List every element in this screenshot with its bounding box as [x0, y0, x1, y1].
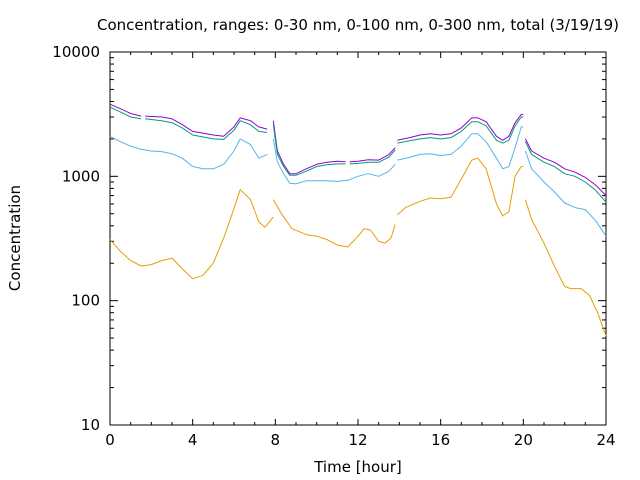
- series-line-segment: [349, 149, 396, 165]
- series-line-segment: [145, 115, 268, 137]
- y-tick-label: 1000: [62, 167, 100, 185]
- x-tick-label: 0: [105, 431, 115, 449]
- series-line-segment: [109, 106, 142, 120]
- series-line-segment: [524, 199, 607, 337]
- series-line-segment: [349, 147, 396, 163]
- series-line-segment: [524, 138, 607, 196]
- series-layer: [109, 103, 607, 337]
- series-line-segment: [145, 118, 268, 140]
- y-tick-label: 10000: [52, 43, 100, 61]
- series-line-segment: [109, 103, 142, 117]
- y-tick-label: 10: [81, 416, 100, 434]
- y-axis-label: Concentration: [6, 185, 24, 291]
- series-line-segment: [397, 113, 524, 141]
- x-tick-label: 16: [431, 431, 450, 449]
- series-line-segment: [109, 189, 274, 280]
- x-tick-label: 4: [188, 431, 198, 449]
- series-4: [109, 157, 607, 337]
- series-1: [109, 103, 607, 196]
- series-line-segment: [397, 116, 524, 144]
- series-3: [109, 126, 607, 237]
- x-tick-label: 8: [271, 431, 281, 449]
- x-tick-labels: 0 4 8 12 16 20 24: [105, 431, 615, 449]
- tick-marks: [109, 51, 607, 426]
- chart-title: Concentration, ranges: 0-30 nm, 0-100 nm…: [97, 16, 619, 34]
- series-line-segment: [524, 141, 607, 203]
- x-tick-label: 24: [596, 431, 615, 449]
- series-line-segment: [272, 138, 396, 185]
- series-line-segment: [397, 126, 524, 170]
- y-tick-labels: 10 100 1000 10000: [52, 43, 100, 434]
- series-line-segment: [272, 124, 346, 176]
- series-line-segment: [272, 199, 396, 248]
- series-line-segment: [524, 150, 607, 237]
- series-line-segment: [272, 120, 346, 175]
- series-line-segment: [109, 135, 268, 170]
- x-axis-label: Time [hour]: [313, 458, 402, 476]
- x-tick-label: 12: [348, 431, 367, 449]
- x-tick-label: 20: [514, 431, 533, 449]
- y-tick-label: 100: [71, 292, 100, 310]
- series-line-segment: [396, 157, 524, 217]
- series-2: [109, 106, 607, 203]
- plot-frame: [109, 51, 607, 426]
